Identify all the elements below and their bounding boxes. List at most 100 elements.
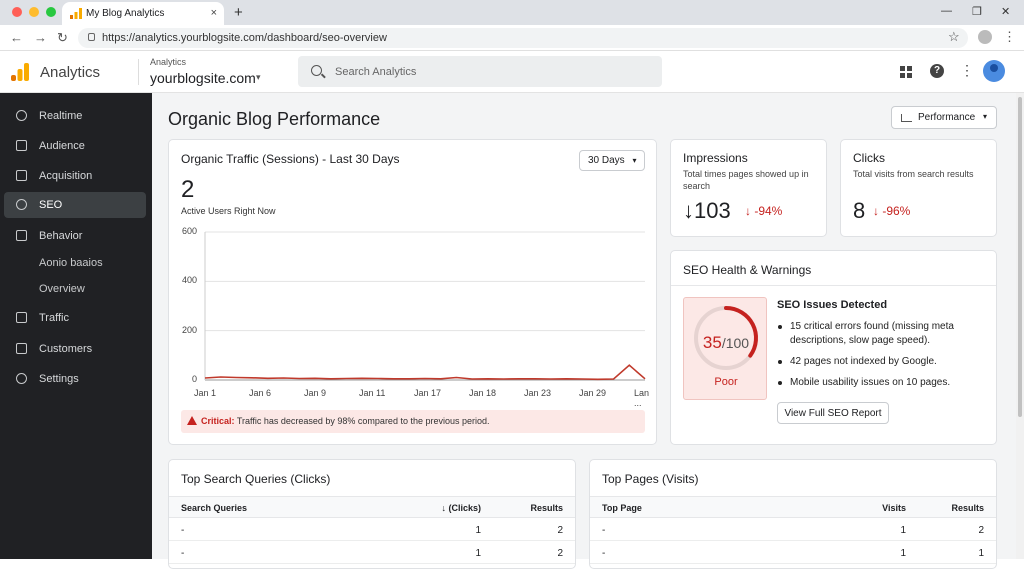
impressions-number: 103 — [694, 198, 731, 223]
close-button[interactable]: ✕ — [1001, 6, 1011, 18]
y-tick-label: 400 — [181, 275, 197, 286]
score-gauge — [694, 306, 758, 370]
more-options-icon[interactable]: ⋮ — [960, 62, 974, 78]
alert-prefix: Critical: — [201, 416, 235, 426]
series-line — [204, 364, 646, 381]
x-tick-label: Jan 29 — [579, 388, 607, 398]
sidebar-item-label: Aonio baaios — [39, 257, 103, 269]
score-value: 35 — [702, 333, 722, 352]
x-tick-label: Jan 18 — [469, 388, 497, 398]
back-icon[interactable]: ← — [10, 30, 23, 45]
browser-profile-icon[interactable] — [978, 30, 992, 44]
analytics-logo-icon — [11, 63, 29, 81]
search-input[interactable]: Search Analytics — [298, 56, 662, 87]
restore-button[interactable]: ❐ — [972, 6, 982, 18]
acquisition-icon — [16, 170, 27, 181]
apps-grid-icon[interactable] — [900, 66, 912, 78]
scrollbar-thumb[interactable] — [1018, 97, 1022, 417]
issues-title: SEO Issues Detected — [777, 299, 888, 311]
column-header[interactable]: Results — [951, 503, 984, 513]
table-row[interactable]: - 1 1 — [590, 542, 996, 564]
table-cell: - — [181, 548, 185, 559]
close-window-dot[interactable] — [12, 7, 22, 17]
traffic-card: Organic Traffic (Sessions) - Last 30 Day… — [168, 139, 657, 445]
table-row[interactable]: - 1 2 — [590, 519, 996, 541]
people-icon — [16, 140, 27, 151]
seo-rating: Poor — [714, 376, 738, 388]
seo-score: 35/100 — [684, 333, 768, 353]
alert-text: Traffic has decreased by 98% compared to… — [236, 416, 490, 426]
bookmark-star-icon[interactable]: ☆ — [948, 29, 960, 44]
x-tick-label: Jan 9 — [304, 388, 327, 398]
account-selector[interactable]: yourblogsite.com — [150, 70, 256, 86]
main-content: Organic Blog Performance Performance ▾ O… — [152, 93, 1016, 569]
window-controls — [12, 7, 56, 17]
x-tick-label: Jan 23 — [524, 388, 552, 398]
column-header[interactable]: Visits — [882, 503, 906, 513]
active-users-count: 2 — [181, 176, 195, 203]
reload-icon[interactable]: ↻ — [57, 30, 68, 45]
date-range-dropdown[interactable]: 30 Days ▾ — [579, 150, 646, 171]
sidebar-item-acquisition[interactable]: Acquisition — [4, 163, 146, 189]
browser-menu-icon[interactable]: ⋮ — [1003, 29, 1016, 44]
sidebar-item-customers[interactable]: Customers — [4, 336, 146, 362]
x-tick-label: Lan ... — [634, 388, 650, 408]
sidebar-item-behavior[interactable]: Behavior — [4, 223, 146, 249]
column-header[interactable]: Search Queries — [181, 503, 248, 513]
chevron-down-icon: ▾ — [632, 156, 637, 165]
clicks-delta: ↓ -96% — [873, 204, 911, 218]
down-arrow-icon: ↓ — [683, 198, 694, 223]
minimize-button[interactable]: — — [941, 5, 952, 17]
top-queries-card: Top Search Queries (Clicks) Search Queri… — [168, 459, 576, 569]
impressions-card: Impressions Total times pages showed up … — [670, 139, 827, 237]
sidebar-subitem[interactable]: Aonio baaios — [4, 250, 146, 276]
forward-icon[interactable]: → — [34, 30, 47, 45]
table-cell: 2 — [978, 525, 984, 536]
sidebar-item-label: Settings — [39, 373, 79, 385]
column-header[interactable]: Results — [530, 503, 563, 513]
new-tab-button[interactable]: + — [234, 4, 243, 21]
sidebar-item-settings[interactable]: Settings — [4, 366, 146, 392]
performance-button[interactable]: Performance ▾ — [891, 106, 997, 129]
x-tick-label: Jan 11 — [359, 388, 386, 398]
chevron-down-icon[interactable]: ▾ — [256, 72, 261, 82]
clicks-title: Clicks — [853, 151, 885, 165]
browser-tab[interactable]: My Blog Analytics × — [62, 2, 224, 25]
sidebar-item-seo[interactable]: SEO — [4, 192, 146, 218]
tab-title: My Blog Analytics — [86, 8, 165, 19]
list-item: 15 critical errors found (missing meta d… — [778, 320, 978, 348]
table-row[interactable]: - 1 2 — [169, 542, 575, 564]
table-cell: 1 — [900, 548, 906, 559]
table-cell: 2 — [557, 548, 563, 559]
column-header[interactable]: Top Page — [602, 503, 642, 513]
sidebar-item-traffic[interactable]: Traffic — [4, 305, 146, 331]
x-tick-label: Jan 6 — [249, 388, 272, 398]
impressions-title: Impressions — [683, 151, 748, 165]
queries-title: Top Search Queries (Clicks) — [181, 472, 331, 486]
help-icon[interactable]: ? — [930, 64, 944, 78]
active-users-label: Active Users Right Now — [181, 206, 276, 216]
sidebar-item-label: Realtime — [39, 110, 83, 122]
chart-svg — [204, 231, 646, 381]
impressions-delta: ↓ -94% — [745, 204, 783, 218]
column-header-clicks[interactable]: ↓ (Clicks) — [441, 503, 481, 513]
table-cell: 1 — [475, 525, 481, 536]
traffic-icon — [16, 312, 27, 323]
table-row[interactable]: - 1 2 — [169, 519, 575, 541]
clicks-desc: Total visits from search results — [853, 169, 974, 179]
minimize-window-dot[interactable] — [29, 7, 39, 17]
close-tab-icon[interactable]: × — [210, 7, 217, 19]
sidebar-item-audience[interactable]: Audience — [4, 133, 146, 159]
y-tick-label: 0 — [191, 374, 197, 384]
seo-icon — [16, 199, 27, 210]
list-item: Mobile usability issues on 10 pages. — [778, 376, 978, 390]
customers-icon — [16, 343, 27, 354]
sidebar-item-realtime[interactable]: Realtime — [4, 103, 146, 129]
view-seo-report-button[interactable]: View Full SEO Report — [777, 402, 889, 424]
avatar[interactable] — [983, 60, 1005, 82]
maximize-window-dot[interactable] — [46, 7, 56, 17]
seo-score-box: 35/100 Poor — [683, 297, 767, 400]
sidebar-subitem-overview[interactable]: Overview — [4, 276, 146, 302]
url-bar[interactable]: https://analytics.yourblogsite.com/dashb… — [78, 28, 968, 48]
table-cell: - — [181, 525, 185, 536]
